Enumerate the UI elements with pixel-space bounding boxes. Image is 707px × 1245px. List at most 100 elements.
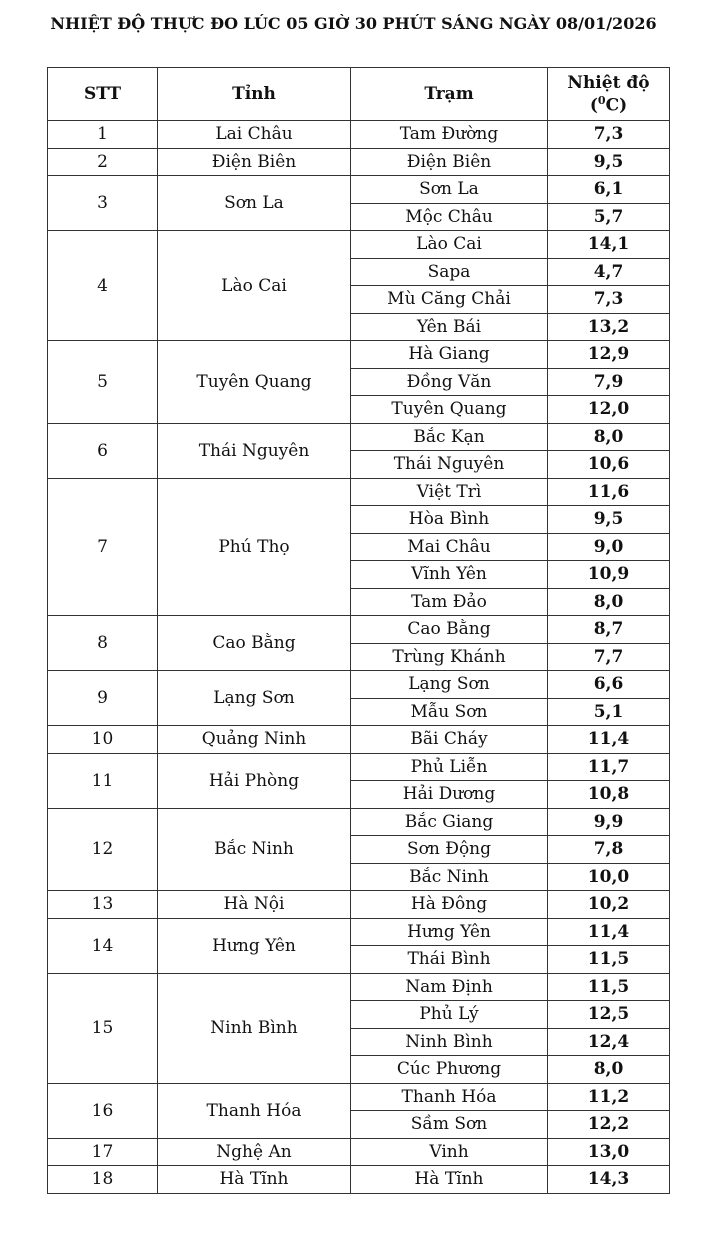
province-cell: Bắc Ninh [157,807,351,891]
stt-cell: 18 [47,1165,158,1194]
station-cell: Cúc Phương [350,1055,548,1084]
station-cell: Đồng Văn [350,367,548,396]
station-cell: Hà Đông [350,890,548,919]
station-cell: Hà Tĩnh [350,1165,548,1194]
header-cell: STT [47,67,158,121]
temperature-table: STT Tỉnh Trạm Nhiệt độ (0C) 1 Lai Châu Tam … [47,67,670,1194]
province-cell: Nghệ An [157,1137,351,1166]
row: Tuyên Quang 12,0 [48,395,670,424]
station-cell: Ninh Bình [350,1027,548,1056]
row: 9 Lạng Sơn Lạng Sơn 6,6 [47,670,670,726]
temp-cell: 7,8 [547,835,670,864]
temp-cell: 7,3 [547,285,670,314]
station-cell: Sơn Động [350,835,548,864]
province-cell: Hà Nội [157,890,351,919]
temp-cell: 6,1 [547,175,670,204]
temp-header: Nhiệt độ [567,72,650,93]
station-cell: Yên Bái [350,312,548,341]
station-cell: Tuyên Quang [350,395,548,424]
row: 16 Thanh Hóa Thanh Hóa 11,2 [47,1082,670,1139]
temp-cell: 10,8 [547,780,670,809]
stt-cell: 14 [47,917,158,974]
temp-cell: 10,0 [547,862,670,891]
row: 6 Thái Nguyên Bắc Kạn 8,0 [47,422,670,479]
temp-cell: 8,0 [547,587,670,616]
station-cell: Sơn La [350,175,548,204]
unit-sup: 0 [597,93,606,107]
row: 12 Bắc Ninh Bắc Giang 9,9 [47,807,670,891]
temp-cell: 8,7 [547,615,670,644]
station-cell: Tam Đảo [350,587,548,616]
stt-cell: 6 [47,422,158,479]
station-cell: Vĩnh Yên [350,560,548,589]
temp-cell: 7,9 [547,367,670,396]
station-cell: Bãi Cháy [350,725,548,754]
temp-cell: 8,0 [547,422,670,451]
station-cell: Cao Bằng [350,615,548,644]
header-cell: Nhiệt độ (0C) [547,67,670,121]
temp-cell: 10,2 [547,890,670,919]
stt-cell: 12 [47,807,158,891]
stt-cell: 9 [47,670,158,726]
station-cell: Nam Định [350,972,548,1001]
row: Bắc Ninh 10,0 [48,862,670,891]
temp-cell: 12,5 [547,1000,670,1029]
temp-cell: 11,4 [547,725,670,754]
stt-cell: 13 [47,890,158,919]
station-cell: Phủ Lý [350,1000,548,1029]
province-cell: Lào Cai [157,230,351,341]
temp-cell: 7,7 [547,642,670,671]
row: Mù Căng Chải 7,3 [48,285,670,314]
temp-cell: 11,2 [547,1082,670,1111]
temp-cell: 10,9 [547,560,670,589]
row: Sơn Động 7,8 [48,835,670,864]
temp-cell: 11,5 [547,972,670,1001]
province-cell: Sơn La [157,175,351,231]
temp-cell: 7,3 [547,120,670,149]
temp-cell: 12,4 [547,1027,670,1056]
temp-cell: 9,5 [547,505,670,534]
station-cell: Thanh Hóa [350,1082,548,1111]
station-cell: Mẫu Sơn [350,697,548,726]
row: Hải Dương 10,8 [48,780,670,809]
stt-cell: 17 [47,1137,158,1166]
province-cell: Phú Thọ [157,477,351,616]
temp-cell: 11,6 [547,477,670,506]
temp-cell: 9,5 [547,147,670,176]
station-cell: Điện Biên [350,147,548,176]
temp-cell: 13,0 [547,1137,670,1166]
row: Phủ Lý 12,5 [48,1000,670,1029]
temp-cell: 11,4 [547,917,670,946]
province-cell: Hải Phòng [157,752,351,809]
stt-cell: 7 [47,477,158,616]
province-cell: Cao Bằng [157,615,351,671]
station-cell: Mộc Châu [350,202,548,231]
province-cell: Điện Biên [157,147,351,176]
province-cell: Lạng Sơn [157,670,351,726]
stt-cell: 11 [47,752,158,809]
province-cell: Hưng Yên [157,917,351,974]
unit-open: ( [589,95,598,116]
province-cell: Hà Tĩnh [157,1165,351,1194]
station-cell: Bắc Kạn [350,422,548,451]
stt-cell: 4 [47,230,158,341]
province-cell: Thái Nguyên [157,422,351,479]
station-cell: Thái Nguyên [350,450,548,479]
temp-cell: 12,2 [547,1110,670,1139]
station-cell: Mù Căng Chải [350,285,548,314]
stt-cell: 1 [47,120,158,149]
temp-cell: 13,2 [547,312,670,341]
temp-cell: 5,1 [547,697,670,726]
row: Thái Bình 11,5 [48,945,670,974]
row: Mẫu Sơn 5,1 [48,697,670,726]
row: Mộc Châu 5,7 [48,202,670,231]
temp-cell: 4,7 [547,257,670,286]
row: Yên Bái 13,2 [48,312,670,341]
row: 15 Ninh Bình Nam Định 11,5 [47,972,670,1084]
header-cell: Tỉnh [157,67,351,121]
header-cell: Trạm [350,67,548,121]
station-cell: Bắc Giang [350,807,548,836]
row: Mai Châu 9,0 [48,532,670,561]
row: 2 Điện Biên Điện Biên 9,5 [47,147,670,176]
table-body: 1 Lai Châu Tam Đường 7,3 2 Điện Biên Điện Biên… [47,120,670,1194]
